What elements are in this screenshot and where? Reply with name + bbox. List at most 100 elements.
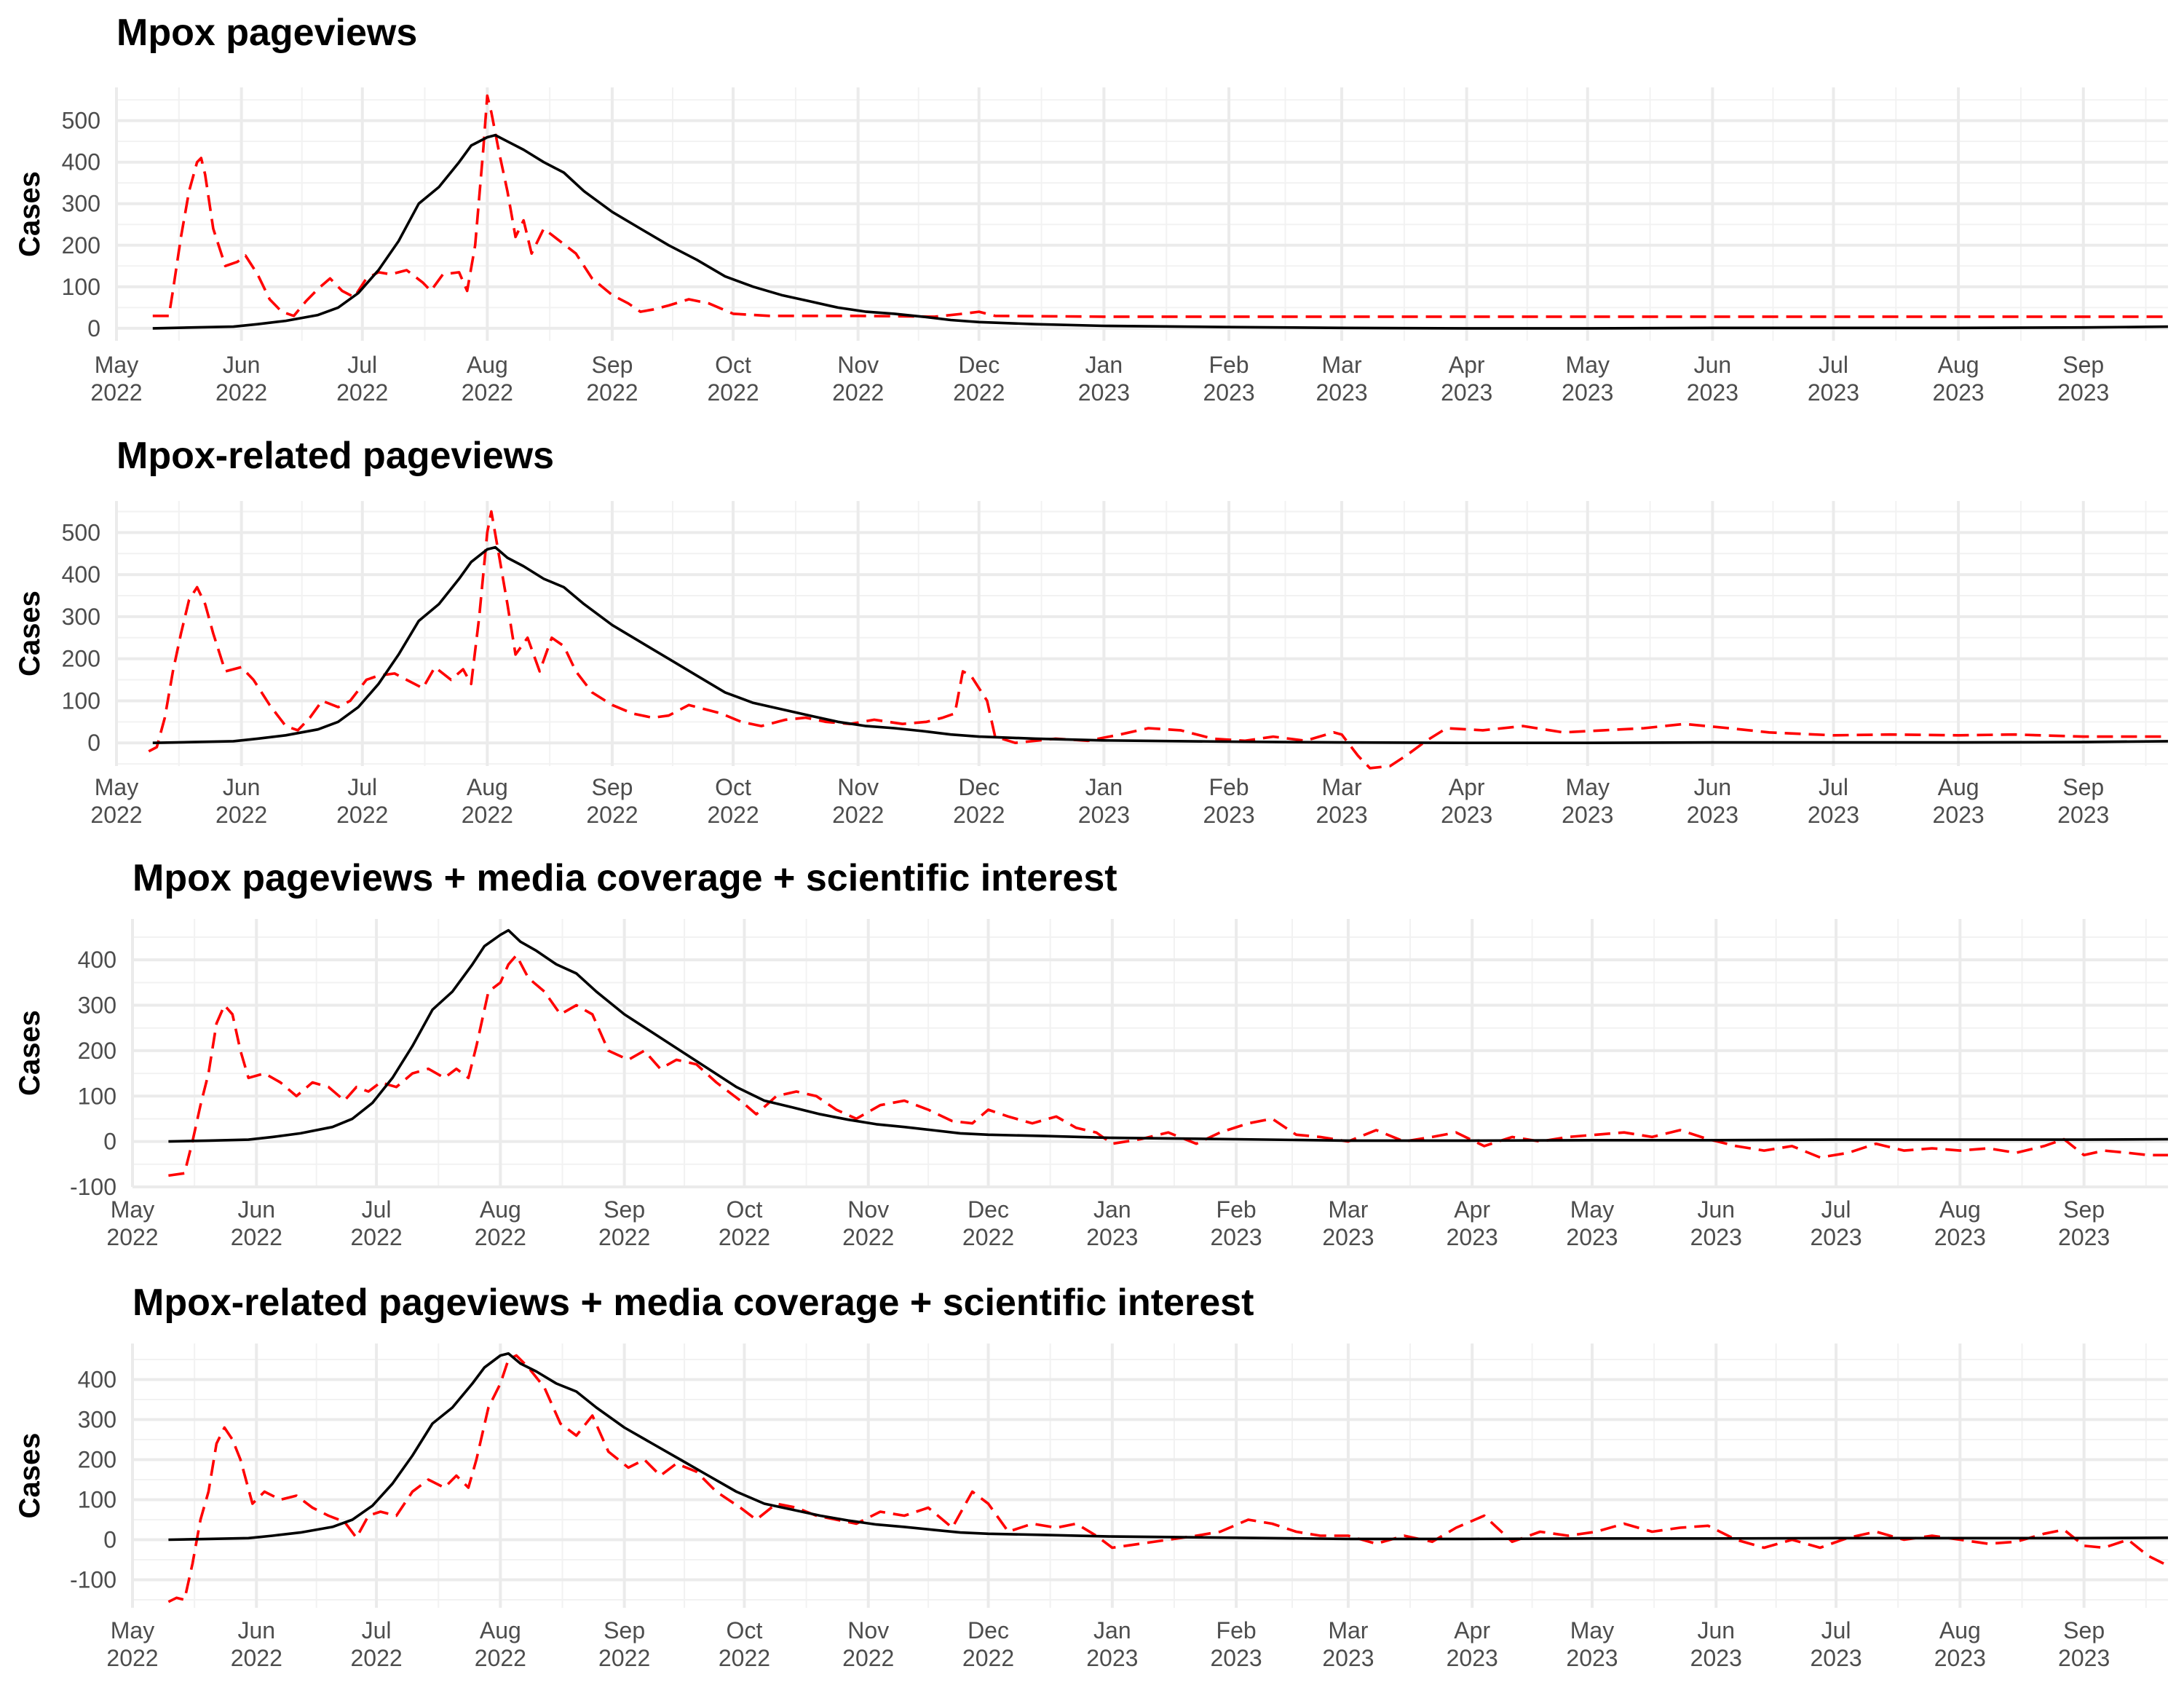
y-tick-label: 200 [78,1447,116,1473]
x-tick-label: Nov 2022 [842,1196,894,1250]
x-tick-label: Mar 2023 [1315,352,1367,406]
chart-title: Mpox-related pageviews + media coverage … [132,1282,1254,1324]
x-tick-label: May 2022 [90,352,142,406]
series-line-solid [168,928,2169,1143]
x-tick-label: Jul 2023 [1808,774,1859,828]
x-tick-label: Jun 2022 [215,352,267,406]
x-tick-label: Jan 2023 [1086,1617,1138,1671]
y-tick-label: 100 [62,687,100,714]
x-tick-label: Aug 2022 [462,352,513,406]
x-tick-label: Sep 2022 [586,352,638,406]
x-tick-label: Jun 2022 [215,774,267,828]
y-axis-label: Cases [14,1433,46,1519]
x-tick-label: Aug 2023 [1933,774,1985,828]
x-tick-label: Feb 2023 [1203,774,1254,828]
y-tick-label: 400 [78,1367,116,1393]
series-line-dashed [168,954,2168,1177]
series-line-solid [168,1352,2169,1542]
series-line-dashed [148,510,2168,770]
x-tick-label: May 2022 [106,1617,158,1671]
y-tick-label: 400 [62,149,100,175]
y-tick-label: 100 [78,1083,116,1109]
x-tick-label: Mar 2023 [1315,774,1367,828]
x-tick-label: Aug 2023 [1934,1617,1986,1671]
x-tick-label: Jan 2023 [1078,352,1130,406]
x-tick-label: Jun 2022 [231,1196,282,1250]
x-tick-label: Apr 2023 [1447,1196,1498,1250]
x-tick-label: Apr 2023 [1441,352,1492,406]
y-axis-label: Cases [14,171,46,257]
y-tick-label: 300 [78,992,116,1019]
y-tick-label: 200 [62,232,100,259]
x-tick-label: Dec 2022 [962,1196,1014,1250]
y-tick-label: 300 [78,1407,116,1433]
x-tick-label: Aug 2022 [462,774,513,828]
y-tick-label: 0 [103,1527,116,1553]
x-tick-label: Aug 2023 [1933,352,1985,406]
x-tick-label: Jun 2022 [231,1617,282,1671]
y-tick-label: 0 [87,730,100,756]
x-tick-label: Apr 2023 [1447,1617,1498,1671]
y-tick-label: 300 [62,191,100,217]
y-tick-label: 100 [62,274,100,300]
y-axis-label: Cases [14,1010,46,1096]
x-tick-label: Jul 2022 [350,1617,402,1671]
x-tick-label: Feb 2023 [1211,1196,1262,1250]
y-tick-label: -100 [70,1174,116,1200]
x-tick-label: Feb 2023 [1211,1617,1262,1671]
y-tick-label: 500 [62,519,100,545]
x-tick-label: Jul 2023 [1808,352,1859,406]
x-tick-label: Nov 2022 [832,352,884,406]
x-tick-label: Dec 2022 [962,1617,1014,1671]
y-tick-label: 100 [78,1487,116,1513]
series-line-dashed [167,1354,2165,1603]
chart-title: Mpox pageviews [116,12,417,54]
x-tick-label: Jul 2022 [336,352,388,406]
x-tick-label: Mar 2023 [1322,1617,1374,1671]
chart-title: Mpox pageviews + media coverage + scient… [132,857,1117,899]
x-tick-label: Jun 2023 [1687,774,1738,828]
series-line-dashed [152,94,2168,318]
x-tick-label: Sep 2022 [586,774,638,828]
x-tick-label: Apr 2023 [1441,774,1492,828]
series-line-solid [152,545,2169,744]
x-tick-label: Jul 2023 [1810,1617,1861,1671]
chart-title: Mpox-related pageviews [116,435,554,477]
y-tick-label: 300 [62,604,100,630]
x-tick-label: Sep 2023 [2058,1617,2110,1671]
chart-panel-1: 0 100 200 300 400 500 May 2022 Jun 2022 Jul 2022 Aug… [14,12,2169,406]
y-tick-label: 200 [62,646,100,672]
y-tick-label: -100 [70,1567,116,1593]
x-tick-label: Feb 2023 [1203,352,1254,406]
x-tick-label: Aug 2022 [475,1196,526,1250]
x-tick-label: Jan 2023 [1078,774,1130,828]
y-axis-label: Cases [14,591,46,676]
x-tick-label: Jun 2023 [1690,1196,1742,1250]
y-tick-label: 400 [62,561,100,588]
x-tick-label: Sep 2023 [2058,1196,2110,1250]
x-tick-label: Oct 2022 [707,774,759,828]
x-tick-label: Dec 2022 [953,352,1005,406]
chart-panel-2: 0 100 200 300 400 500 May 2022 Jun 2022 Jul 2022 Aug… [14,435,2169,828]
y-tick-label: 200 [78,1038,116,1064]
x-tick-label: Sep 2023 [2057,774,2109,828]
x-tick-label: Oct 2022 [719,1196,770,1250]
x-tick-label: Jul 2022 [350,1196,402,1250]
x-tick-label: Jun 2023 [1687,352,1738,406]
x-tick-label: May 2023 [1562,774,1613,828]
x-tick-label: Nov 2022 [832,774,884,828]
x-tick-label: Jan 2023 [1086,1196,1138,1250]
chart-panel-3: -100 0 100 200 300 400 May 2022 Jun 2022 Jul 2022 Au… [14,857,2169,1250]
x-tick-label: Dec 2022 [953,774,1005,828]
series-line-solid [152,133,2169,330]
x-tick-label: May 2023 [1562,352,1613,406]
y-tick-label: 0 [87,315,100,342]
x-tick-label: Sep 2023 [2057,352,2109,406]
x-tick-label: May 2022 [106,1196,158,1250]
x-tick-label: Jul 2023 [1810,1196,1861,1250]
x-tick-label: Aug 2022 [475,1617,526,1671]
x-tick-label: Sep 2022 [598,1617,650,1671]
x-tick-label: Jun 2023 [1690,1617,1742,1671]
x-tick-label: May 2023 [1566,1617,1618,1671]
